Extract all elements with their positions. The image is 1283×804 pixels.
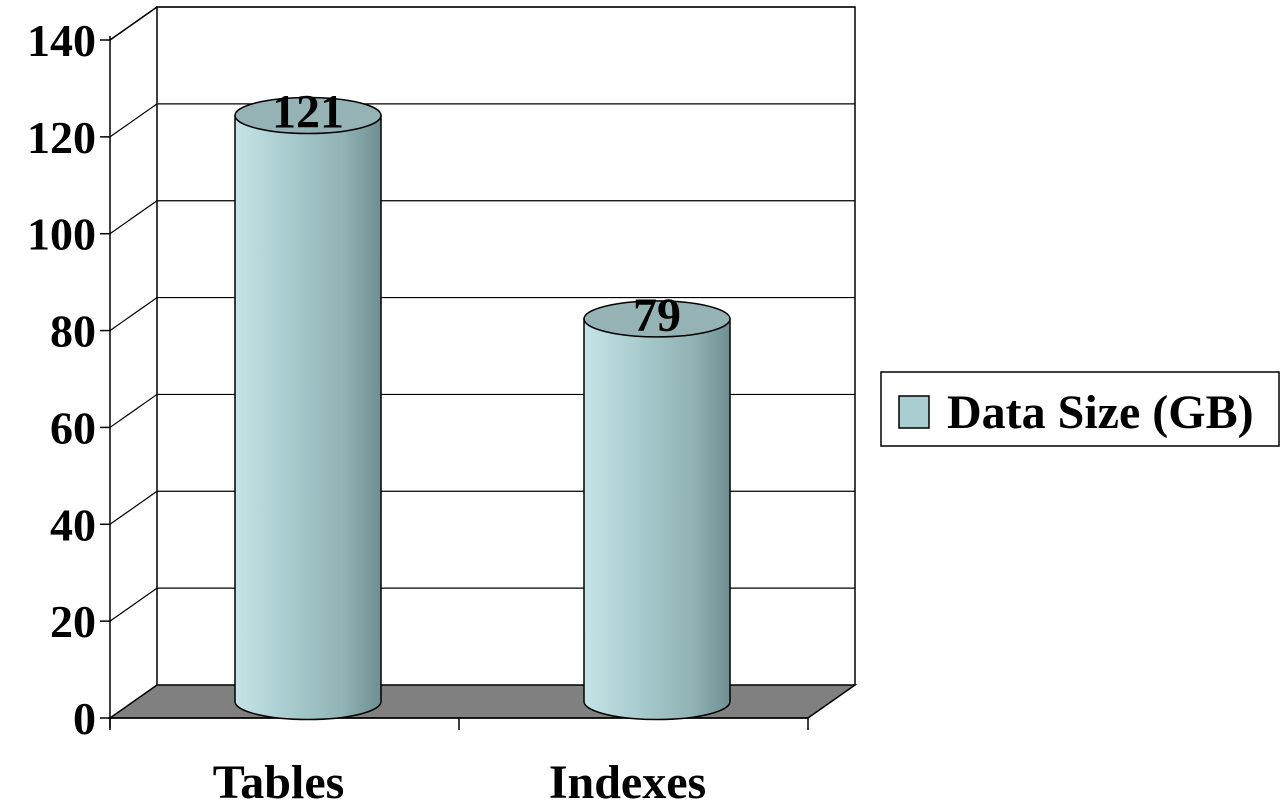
- bars: [234, 96, 731, 721]
- bar-cylinder: [583, 300, 731, 721]
- gridline-side: [109, 103, 158, 138]
- axes: 0 20 40 60 80 100 120 140: [27, 15, 809, 744]
- x-tick-label: Tables: [213, 756, 345, 804]
- y-tick-label: 60: [50, 402, 96, 453]
- data-label: 79: [633, 289, 681, 342]
- gridline-side: [109, 393, 158, 428]
- y-tick-label: 100: [27, 209, 96, 260]
- y-tick-label: 120: [27, 112, 96, 163]
- gridline-side: [109, 200, 158, 235]
- y-tick-label: 40: [50, 499, 96, 550]
- labels: 121 Tables 79 Indexes: [213, 86, 706, 804]
- bar-top: [234, 96, 382, 135]
- bar-top: [583, 300, 731, 338]
- gridline-side: [109, 6, 158, 41]
- y-tick-label: 0: [73, 693, 96, 744]
- gridlines: [109, 6, 855, 622]
- legend: Data Size (GB): [880, 371, 1280, 447]
- x-tick-label: Indexes: [549, 756, 706, 804]
- y-tick-label: 20: [50, 596, 96, 647]
- data-label: 121: [272, 86, 344, 139]
- y-tick-label: 140: [27, 15, 96, 66]
- bar-body: [583, 318, 731, 721]
- bar-cylinder: [234, 96, 382, 721]
- gridline-side: [109, 297, 158, 332]
- legend-box: [880, 371, 1280, 447]
- floor-plane: [107, 684, 858, 719]
- legend-label: Data Size (GB): [947, 386, 1254, 439]
- legend-swatch: [898, 395, 930, 429]
- gridline-side: [109, 490, 158, 525]
- y-tick-label: 80: [50, 306, 96, 357]
- bar-body: [234, 114, 382, 721]
- chart-floor: [107, 684, 858, 719]
- chart-walls: [109, 6, 856, 685]
- gridline-side: [109, 587, 158, 622]
